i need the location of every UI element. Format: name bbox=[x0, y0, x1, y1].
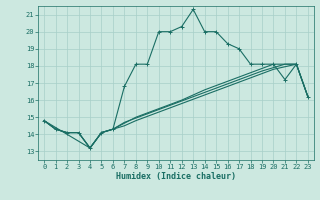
X-axis label: Humidex (Indice chaleur): Humidex (Indice chaleur) bbox=[116, 172, 236, 181]
